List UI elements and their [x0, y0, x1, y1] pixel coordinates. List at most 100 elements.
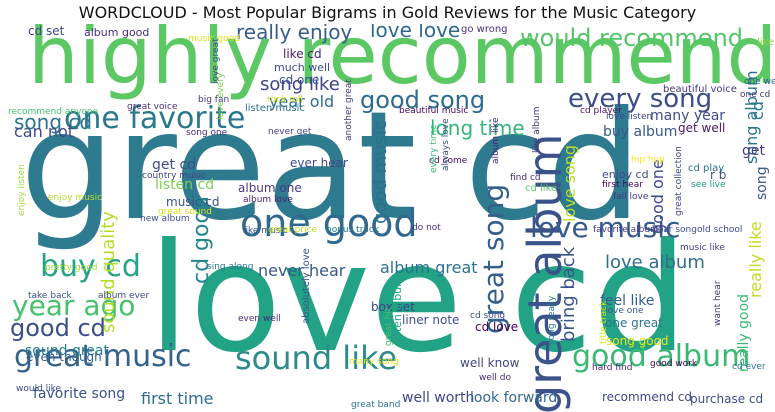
word-song-one: song one: [186, 128, 228, 138]
word-love-one: love one: [605, 306, 644, 316]
word-love-album: love album: [605, 252, 705, 273]
word-do-not: do not: [412, 223, 441, 233]
word-new-album: new album: [140, 214, 190, 224]
word-song: song: [754, 166, 770, 200]
word-like-cd: like cd: [283, 47, 322, 61]
word-cd: cd: [748, 101, 767, 120]
word-liner-note: liner note: [402, 313, 460, 327]
word-music-good: music good: [188, 34, 240, 44]
word-always-love: always love: [441, 118, 451, 171]
word-cd-love: cd love: [475, 320, 519, 334]
word-sound-like: sound like: [235, 339, 398, 377]
word-year-old: year old: [269, 92, 335, 111]
word-good-one: good one: [648, 159, 667, 234]
word-one-well: one well: [744, 77, 775, 87]
word-hip-hop: hip hop: [631, 155, 665, 165]
word-favorite-song: favorite song: [33, 386, 126, 402]
word-cd-set: cd set: [28, 24, 65, 38]
word-would-like: would like: [16, 384, 62, 394]
word-never-get: never get: [268, 127, 312, 137]
word-favorite-album: favorite album: [593, 225, 659, 235]
word-bonus-track: bonus track: [326, 225, 380, 235]
word-bring-back: bring back: [558, 246, 579, 342]
word-song-really: song really: [547, 295, 557, 345]
word-r-b: r b: [710, 168, 727, 182]
word-many-year: many year: [650, 108, 726, 124]
word-like-music: like music: [243, 226, 288, 236]
word-album-love: album love: [243, 195, 293, 205]
word-can-not: can not: [14, 122, 75, 141]
word-beautiful-voice: beautiful voice: [663, 84, 737, 95]
word-cd-song: cd song: [470, 311, 506, 321]
word-first-hear: first hear: [602, 180, 643, 190]
word-purchase-cd: purchase cd: [690, 392, 764, 406]
word-big-fan: big fan: [198, 95, 230, 105]
word-beautiful-music: beautiful music: [399, 106, 469, 116]
word-listen-music: listen music: [245, 103, 305, 114]
word-want-hear: want hear: [713, 280, 723, 326]
word-title-track: title track: [599, 300, 609, 344]
word-love-song: love song: [560, 144, 579, 222]
word-one-favorite: one favorite: [64, 101, 246, 136]
word-great-band: great band: [351, 400, 401, 410]
word-feel-like: feel like: [600, 293, 655, 309]
word-cloud: great cd love cd highly recommend great alb…: [0, 24, 775, 412]
word-take-back: take back: [28, 291, 72, 301]
word-good-cd: good cd: [10, 314, 106, 342]
word-enjoy-listen: enjoy listen: [17, 164, 27, 216]
word-box-set: box set: [371, 300, 415, 314]
word-get-cd: get cd: [152, 157, 197, 173]
word-recommend-anyone: recommend anyone: [8, 107, 99, 117]
word-cd-ever: cd ever: [732, 362, 766, 372]
word-great-collection: great collection: [674, 146, 684, 216]
word-even-well: even well: [238, 314, 281, 324]
word-would-recommend: would recommend: [520, 24, 744, 52]
word-get: get: [742, 143, 765, 159]
word-country-music: country music: [142, 171, 206, 181]
word-first-time: first time: [141, 389, 214, 408]
word-love-listen: love listen: [606, 112, 653, 122]
word-album-like: album like: [491, 117, 501, 165]
word-really-good: really good: [736, 293, 752, 372]
word-long-time: long time: [430, 116, 525, 140]
word-look-forward: look forward: [470, 390, 558, 406]
word-good-album: good album: [572, 339, 751, 374]
word-well-worth: well worth: [402, 390, 475, 406]
word-like-album: like album: [532, 106, 542, 154]
word-album-great: album great: [380, 258, 478, 277]
word-music-cd: music cd: [166, 195, 220, 209]
figure-title: WORDCLOUD - Most Popular Bigrams in Gold…: [78, 3, 697, 22]
word-good-music: good music: [370, 120, 391, 224]
word-rock-roll: rock roll: [267, 95, 304, 105]
word-another-great: another great: [344, 79, 354, 141]
word-well-do: well do: [479, 373, 511, 383]
word-good-work: good work: [650, 359, 698, 369]
word-great-price: great price: [268, 225, 318, 235]
word-enjoy-cd: enjoy cd: [602, 168, 649, 181]
word-album-good: album good: [84, 26, 150, 39]
word-enjoy-music: enjoy music: [48, 193, 103, 203]
word-pretty-good: pretty good: [45, 263, 98, 273]
word-old-school: old school: [697, 225, 743, 235]
word-find-cd: find cd: [510, 173, 541, 183]
word-hard-find: hard find: [592, 363, 633, 373]
word-get-well: get well: [678, 121, 726, 135]
word-go-wrong: go wrong: [461, 24, 508, 35]
word-absolutely-love: absolutely love: [301, 248, 312, 324]
word-one-great: one great: [605, 316, 663, 330]
word-love-cd: love cd: [148, 212, 688, 386]
word-cd-player: cd player: [580, 106, 622, 116]
word-great-cd: great cd: [20, 80, 642, 254]
word-song-good: song good: [606, 334, 669, 348]
word-like-one: like one: [757, 37, 775, 48]
word-see-live: see live: [691, 180, 726, 190]
word-great-voice: great voice: [127, 102, 178, 112]
word-buy-cd: buy cd: [40, 249, 141, 284]
word-one-good: one good: [240, 201, 418, 245]
word-great-sound: great sound: [158, 207, 212, 217]
word-great-music: great music: [14, 339, 192, 374]
word-cd-like: cd like: [525, 183, 558, 194]
word-many-song: many song: [349, 357, 399, 367]
word-every-time: every time: [429, 124, 439, 173]
word-cd-come: cd come: [429, 156, 468, 166]
